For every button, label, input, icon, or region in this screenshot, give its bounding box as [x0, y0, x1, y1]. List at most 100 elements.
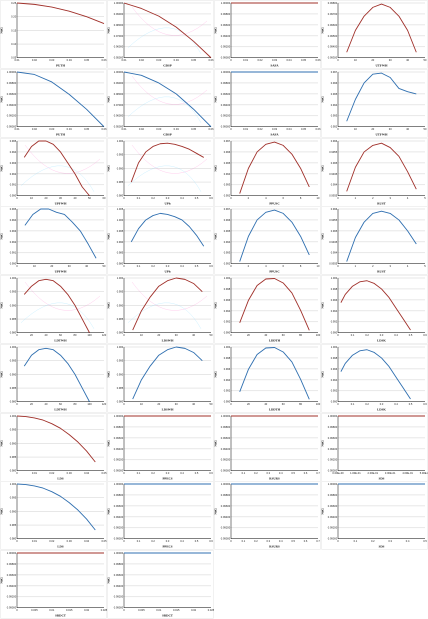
y-tick-label: 0.997 — [224, 138, 231, 142]
x-tick-label: 0.05 — [101, 539, 107, 543]
chart-svg: 0.980 0.985 0.990 0.995 1.000 0 0.1 0.2 0.3 0.4 0.… — [107, 137, 214, 206]
x-tick-label: 30 — [68, 264, 71, 268]
y-axis-label: NdG — [214, 302, 218, 309]
x-tick-label: 0 — [123, 470, 125, 474]
x-tick-label: 0 — [337, 539, 339, 543]
y-tick-label: 0.96000 — [114, 45, 124, 49]
y-tick-label: 0.980 — [117, 193, 124, 197]
x-axis-label: LDSWH — [162, 407, 174, 411]
x-tick-label: 0.1 — [354, 539, 358, 543]
x-axis-label: SRDCT — [55, 614, 67, 618]
series-line — [346, 3, 417, 53]
chart-panel: 0.992 0.993 0.994 0.995 0.996 0.997 0 2 4 6 8 10 PPU… — [214, 137, 321, 207]
y-tick-label: 0.992 — [224, 388, 231, 392]
y-tick-label: 0.995 — [224, 229, 231, 233]
x-tick-label: 50 — [103, 264, 106, 268]
y-tick-label: 0.99400 — [114, 584, 124, 588]
y-tick-label: 0.994 — [331, 251, 338, 255]
x-tick-label: 0.4 — [180, 264, 184, 268]
x-tick-label: 0.03 — [156, 58, 162, 62]
x-tick-label: 0 — [123, 333, 125, 337]
x-tick-label: 80 — [74, 402, 77, 406]
y-axis-label: NdG — [214, 233, 218, 240]
chart-frame — [107, 206, 214, 275]
y-tick-label: 0.995 — [117, 358, 124, 362]
chart-frame — [321, 344, 428, 413]
x-tick-label: 0.4 — [279, 539, 283, 543]
y-tick-label: 0.992 — [331, 124, 338, 128]
y-tick-label: 0.994 — [331, 103, 338, 107]
chart-frame — [0, 69, 107, 138]
y-tick-label: 0.98000 — [114, 23, 124, 27]
y-tick-label: 0.996 — [331, 138, 338, 142]
x-tick-label: 0.2 — [151, 195, 155, 199]
x-tick-label: 0.3 — [266, 539, 270, 543]
y-axis-label: NdG — [107, 164, 111, 171]
x-tick-label: 0.02 — [257, 58, 263, 62]
y-tick-label: 0.99600 — [328, 504, 338, 508]
x-axis-label: LDSWH — [162, 339, 174, 343]
x-axis-label: UTFWH — [375, 132, 388, 136]
x-tick-label: 30 — [175, 333, 178, 337]
x-tick-label: 0.01 — [32, 470, 38, 474]
series-line — [24, 208, 97, 259]
x-tick-label: 0.05 — [191, 58, 197, 62]
y-axis-label: NdG — [321, 370, 325, 377]
chart-frame — [107, 0, 214, 69]
x-axis-label: SRDCT — [162, 614, 174, 618]
x-tick-label: 0.2 — [151, 539, 155, 543]
y-tick-label: 0.994 — [224, 309, 231, 313]
x-tick-label: 0.5 — [291, 539, 295, 543]
x-axis-label: LDS — [57, 545, 63, 549]
x-tick-label: 0.3 — [166, 539, 170, 543]
overlay-artifact-line — [131, 281, 208, 311]
x-tick-label: 0.00E+00 — [332, 470, 344, 474]
y-tick-label: 0.99600 — [114, 435, 124, 439]
chart-svg: 0.990 0.992 0.994 0.996 0.998 1.000 0 0.1 0.2 0.3… — [321, 344, 428, 413]
series-line — [132, 346, 203, 399]
chart-svg: 0.990 0.992 0.994 0.996 0.998 1.000 0 20 40 60 80 1… — [214, 275, 321, 344]
chart-panel: 0.99000 0.99200 0.99400 0.99600 0.99800 1.000… — [214, 481, 321, 550]
x-tick-label: 0.01 — [121, 58, 127, 62]
y-tick-label: 1.00000 — [114, 70, 124, 74]
y-tick-label: 0.990 — [10, 193, 17, 197]
y-axis-label: NdG — [214, 508, 218, 515]
chart-panel: 0.99000 0.99200 0.99400 0.99600 0.99800 1.000… — [107, 412, 214, 482]
x-tick-label: 60 — [282, 402, 285, 406]
x-tick-label: 40 — [406, 58, 409, 62]
y-axis-label: NdG — [0, 302, 4, 309]
y-tick-label: 0.990 — [10, 510, 17, 514]
x-tick-label: 0.3 — [380, 333, 384, 337]
x-tick-label: 0 — [123, 195, 125, 199]
x-tick-label: 30 — [389, 58, 392, 62]
x-tick-label: 0.05 — [84, 127, 90, 131]
y-tick-label: 0.9945 — [329, 240, 337, 244]
y-tick-label: 1.000 — [331, 276, 338, 280]
y-tick-label: 0.992 — [224, 320, 231, 324]
x-tick-label: 4.00E-01 — [402, 470, 413, 474]
x-tick-label: 60 — [103, 195, 106, 199]
chart-svg: 0.9935 0.994 0.9945 0.995 0.9955 0.996 0 1 2 3 4 5 R… — [321, 137, 428, 206]
x-tick-label: 10 — [354, 127, 357, 131]
y-tick-label: 0.995 — [117, 152, 124, 156]
x-tick-label: 0.5 — [423, 539, 427, 543]
chart-panel: 0.992 0.993 0.994 0.995 0.996 0.997 0 2 4 6 8 10 PPU… — [214, 206, 321, 275]
x-tick-label: 2 — [372, 264, 374, 268]
x-tick-label: 6 — [282, 195, 284, 199]
y-tick-label: 0.995 — [10, 138, 17, 142]
x-tick-label: 0 — [337, 333, 339, 337]
series-line — [340, 280, 411, 331]
y-tick-label: 0.990 — [117, 372, 124, 376]
y-axis-label: NdG — [214, 27, 218, 34]
y-tick-label: 0.985 — [10, 386, 17, 390]
x-tick-label: 2 — [372, 195, 374, 199]
y-tick-label: 0.998 — [331, 356, 338, 360]
y-tick-label: 1.00000 — [7, 70, 17, 74]
x-tick-label: 0 — [230, 470, 232, 474]
y-tick-label: 0.99800 — [328, 424, 338, 428]
y-tick-label: 0.99000 — [7, 606, 17, 610]
x-axis-label: PUTH — [56, 64, 65, 68]
y-tick-label: 1.00000 — [328, 413, 338, 417]
y-tick-label: 0.99800 — [328, 1, 338, 5]
y-tick-label: 0.980 — [117, 399, 124, 403]
